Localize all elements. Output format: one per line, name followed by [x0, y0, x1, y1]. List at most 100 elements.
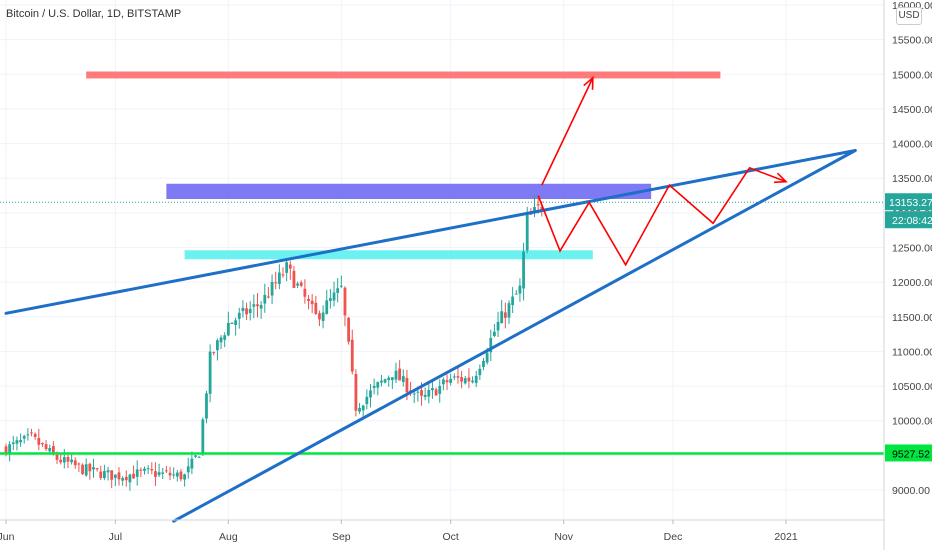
candle-body	[508, 303, 511, 317]
candle-body	[471, 381, 474, 383]
candle-body	[497, 322, 500, 330]
upper-trendline[interactable]	[6, 151, 855, 314]
candle-body	[107, 470, 110, 472]
candle-body	[278, 273, 281, 284]
candle-body	[129, 475, 132, 483]
candle-body	[427, 390, 430, 397]
candle-body	[183, 474, 186, 479]
candle-body	[48, 448, 51, 451]
lower-trendline[interactable]	[174, 151, 856, 522]
candle-body	[438, 386, 441, 394]
candle-body	[238, 313, 241, 319]
candle-body	[81, 465, 84, 474]
candle-body	[99, 472, 102, 478]
candle-body	[96, 468, 99, 469]
candle-body	[358, 408, 361, 412]
time-tick-label: Jul	[109, 531, 122, 543]
candle-body	[300, 282, 303, 286]
candle-body	[274, 282, 277, 283]
candle-body	[420, 390, 423, 396]
candle-body	[169, 473, 172, 476]
candle-body	[355, 374, 358, 411]
candle-body	[449, 379, 452, 383]
candle-body	[311, 301, 314, 304]
candle-body	[41, 443, 44, 444]
candle-body	[252, 304, 255, 306]
candle-body	[125, 477, 128, 480]
candle-body	[285, 262, 288, 273]
candle-body	[26, 434, 29, 435]
candle-body	[333, 293, 336, 301]
breakout-zone[interactable]	[185, 250, 593, 259]
candle-body	[344, 288, 347, 316]
candle-body	[110, 470, 113, 479]
candle-body	[216, 340, 219, 350]
candle-body	[231, 323, 234, 324]
candle-body	[365, 397, 368, 404]
candle-body	[442, 380, 445, 385]
price-tick-label: 11000.00	[892, 346, 932, 358]
chart-title: Bitcoin / U.S. Dollar, 1D, BITSTAMP	[6, 8, 181, 20]
candle-body	[19, 440, 22, 442]
price-tick-label: 12000.00	[892, 277, 932, 289]
price-tick-label: 15500.00	[892, 35, 932, 47]
candle-body	[526, 214, 529, 250]
candle-body	[201, 419, 204, 454]
candle-body	[467, 377, 470, 381]
candle-body	[227, 323, 230, 335]
candle-body	[165, 470, 168, 471]
candle-body	[267, 296, 270, 297]
candle-body	[347, 318, 350, 342]
candle-body	[154, 471, 157, 477]
target-zone[interactable]	[86, 72, 720, 79]
candle-body	[245, 308, 248, 314]
candle-body	[92, 467, 95, 469]
breakout-arrow[interactable]	[542, 78, 593, 185]
candle-body	[67, 457, 70, 462]
candle-body	[242, 308, 245, 311]
candle-body	[85, 464, 88, 475]
candle-body	[121, 478, 124, 481]
price-tick-label: 14000.00	[892, 139, 932, 151]
price-tick-label: 11500.00	[892, 312, 932, 324]
candle-body	[30, 432, 33, 433]
candle-body	[271, 282, 274, 296]
candle-body	[318, 313, 321, 319]
candle-body	[289, 265, 292, 269]
currency-button[interactable]: USD	[896, 7, 922, 25]
candle-body	[296, 284, 299, 286]
candle-body	[45, 444, 48, 449]
candle-body	[37, 438, 40, 445]
candle-body	[260, 305, 263, 309]
candle-body	[180, 472, 183, 480]
candle-body	[340, 286, 343, 287]
candle-body	[172, 474, 175, 475]
candle-body	[70, 460, 73, 463]
time-tick-label: Oct	[443, 531, 459, 543]
candle-body	[118, 472, 121, 479]
resistance-zone[interactable]	[166, 184, 651, 199]
candle-body	[205, 393, 208, 418]
time-tick-label: 2021	[774, 531, 798, 543]
price-tick-label: 14500.00	[892, 104, 932, 116]
candle-body	[519, 286, 522, 294]
candle-body	[56, 455, 59, 460]
candle-body	[190, 459, 193, 469]
price-tick-label: 15000.00	[892, 69, 932, 81]
candle-body	[376, 382, 379, 388]
price-tick-label: 13500.00	[892, 173, 932, 185]
candle-body	[384, 379, 387, 382]
candle-body	[132, 474, 135, 479]
candle-body	[537, 204, 540, 205]
candle-body	[380, 381, 383, 383]
candle-body	[23, 436, 26, 439]
candle-body	[398, 369, 401, 381]
candle-body	[406, 378, 409, 392]
time-tick-label: Jun	[0, 531, 15, 543]
candle-body	[391, 377, 394, 380]
candle-body	[369, 390, 372, 397]
candle-body	[63, 457, 66, 462]
candle-body	[402, 376, 405, 382]
candle-body	[88, 464, 91, 471]
